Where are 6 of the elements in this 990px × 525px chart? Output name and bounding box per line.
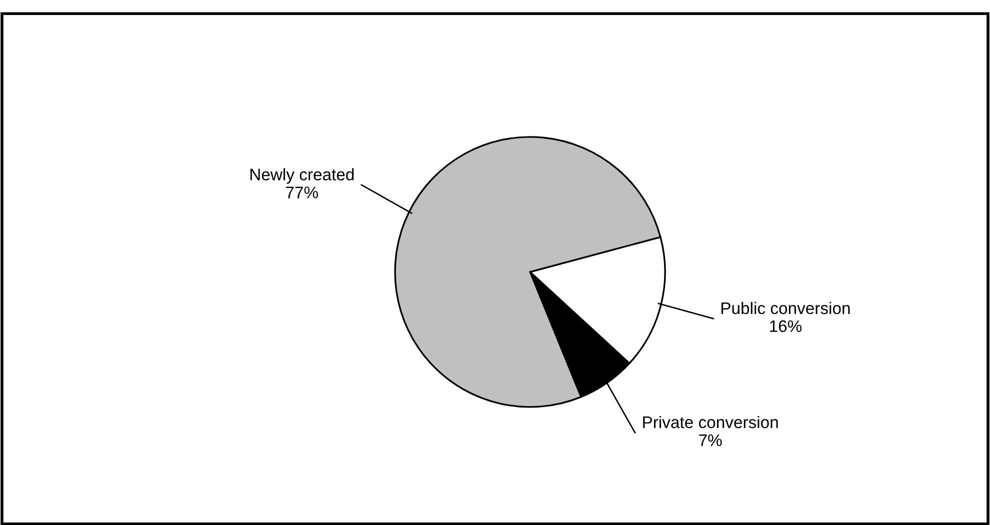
slice-label: Newly created — [250, 168, 354, 184]
data-label: 7% — [699, 434, 722, 446]
slice-label: Public conversion — [722, 302, 850, 314]
data-label: 16% — [770, 320, 802, 332]
data-label: 77% — [286, 186, 318, 198]
slice-label: Private conversion — [643, 416, 778, 428]
